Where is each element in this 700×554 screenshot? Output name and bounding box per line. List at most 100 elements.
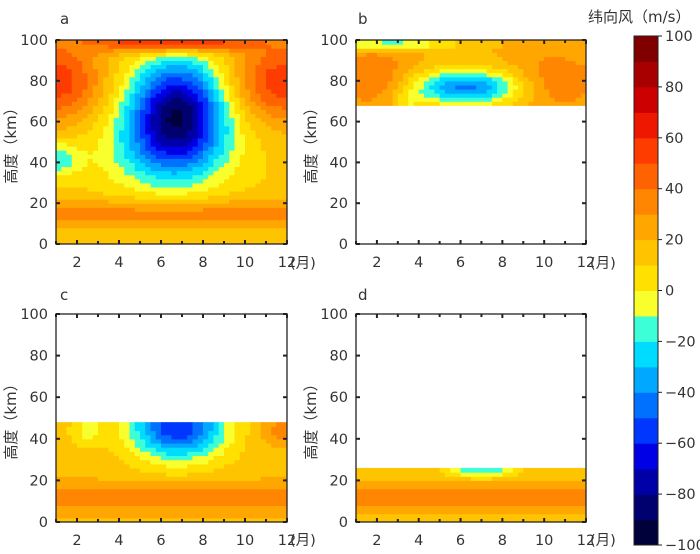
heatmap-cell	[203, 68, 209, 74]
heatmap-cell	[166, 513, 173, 519]
heatmap-cell	[403, 492, 409, 498]
heatmap-cell	[176, 80, 183, 86]
heatmap-cell	[276, 52, 283, 57]
heatmap-cell	[145, 40, 152, 45]
heatmap-cell	[134, 133, 141, 139]
heatmap-cell	[382, 484, 388, 490]
heatmap-cell	[444, 467, 451, 473]
heatmap-cell	[145, 88, 152, 94]
heatmap-cell	[98, 501, 104, 506]
heatmap-cell	[61, 451, 68, 457]
heatmap-cell	[586, 89, 592, 94]
heatmap-cell	[554, 505, 561, 511]
heatmap-cell	[119, 150, 125, 155]
heatmap-cell	[155, 455, 162, 461]
heatmap-cell	[481, 484, 488, 490]
heatmap-cell	[559, 56, 566, 61]
heatmap-cell	[239, 434, 246, 440]
heatmap-cell	[408, 72, 415, 78]
heatmap-cell	[119, 451, 125, 457]
heatmap-cell	[292, 422, 298, 427]
heatmap-cell	[187, 497, 194, 502]
heatmap-cell	[281, 219, 287, 225]
heatmap-cell	[197, 88, 204, 94]
heatmap-cell	[239, 44, 246, 49]
heatmap-cell	[61, 178, 68, 184]
heatmap-cell	[56, 455, 62, 461]
heatmap-cell	[544, 472, 551, 477]
heatmap-cell	[356, 48, 362, 53]
heatmap-cell	[239, 451, 246, 457]
heatmap-cell	[155, 80, 162, 86]
heatmap-cell	[250, 133, 257, 139]
heatmap-cell	[203, 430, 209, 436]
heatmap-cell	[176, 223, 183, 229]
heatmap-cell	[418, 44, 425, 49]
heatmap-cell	[108, 80, 115, 86]
heatmap-cell	[119, 513, 125, 519]
heatmap-cell	[187, 501, 194, 506]
heatmap-cell	[56, 117, 62, 123]
heatmap-cell	[71, 235, 78, 241]
heatmap-cell	[245, 455, 251, 461]
heatmap-cell	[266, 215, 272, 221]
heatmap-cell	[591, 468, 597, 473]
heatmap-cell	[439, 68, 446, 74]
heatmap-cell	[129, 68, 136, 74]
heatmap-cell	[82, 162, 89, 168]
heatmap-cell	[71, 158, 78, 163]
heatmap-cell	[155, 442, 162, 448]
heatmap-cell	[403, 101, 409, 106]
heatmap-cell	[434, 64, 441, 70]
heatmap-cell	[46, 97, 52, 102]
heatmap-cell	[56, 488, 62, 494]
heatmap-cell	[538, 88, 545, 94]
heatmap-cell	[366, 72, 373, 78]
heatmap-cell	[239, 101, 246, 106]
heatmap-cell	[134, 231, 141, 237]
heatmap-cell	[124, 64, 131, 70]
heatmap-cell	[124, 105, 131, 110]
heatmap-cell	[491, 40, 498, 45]
heatmap-cell	[92, 203, 99, 208]
heatmap-cell	[570, 72, 577, 78]
heatmap-cell	[250, 501, 257, 506]
heatmap-cell	[119, 509, 125, 515]
heatmap-cell	[192, 125, 199, 131]
heatmap-cell	[346, 56, 352, 61]
heatmap-cell	[281, 117, 287, 123]
heatmap-cell	[87, 105, 94, 110]
heatmap-cell	[392, 488, 399, 494]
heatmap-cell	[166, 52, 173, 57]
heatmap-cell	[119, 56, 125, 61]
heatmap-cell	[423, 84, 430, 90]
heatmap-cell	[113, 497, 120, 502]
heatmap-cell	[150, 170, 157, 176]
heatmap-cell	[113, 72, 120, 78]
heatmap-cell	[491, 467, 498, 473]
heatmap-cell	[171, 438, 178, 444]
heatmap-cell	[554, 72, 561, 78]
heatmap-cell	[255, 219, 262, 225]
heatmap-cell	[376, 68, 383, 74]
heatmap-cell	[124, 76, 131, 82]
heatmap-cell	[497, 480, 503, 486]
heatmap-cell	[182, 459, 188, 465]
heatmap-cell	[56, 227, 62, 233]
heatmap-cell	[66, 101, 73, 106]
heatmap-cell	[533, 497, 540, 502]
heatmap-cell	[250, 88, 257, 94]
heatmap-cell	[197, 501, 204, 506]
heatmap-cell	[575, 505, 582, 511]
heatmap-cell	[245, 174, 251, 180]
heatmap-cell	[161, 497, 167, 502]
heatmap-cell	[145, 170, 152, 176]
heatmap-cell	[82, 142, 89, 147]
heatmap-cell	[397, 501, 404, 506]
heatmap-cell	[250, 455, 257, 461]
heatmap-cell	[538, 488, 545, 494]
heatmap-cell	[224, 117, 230, 123]
heatmap-cell	[376, 84, 383, 90]
heatmap-cell	[239, 76, 246, 82]
heatmap-cell	[260, 101, 267, 106]
